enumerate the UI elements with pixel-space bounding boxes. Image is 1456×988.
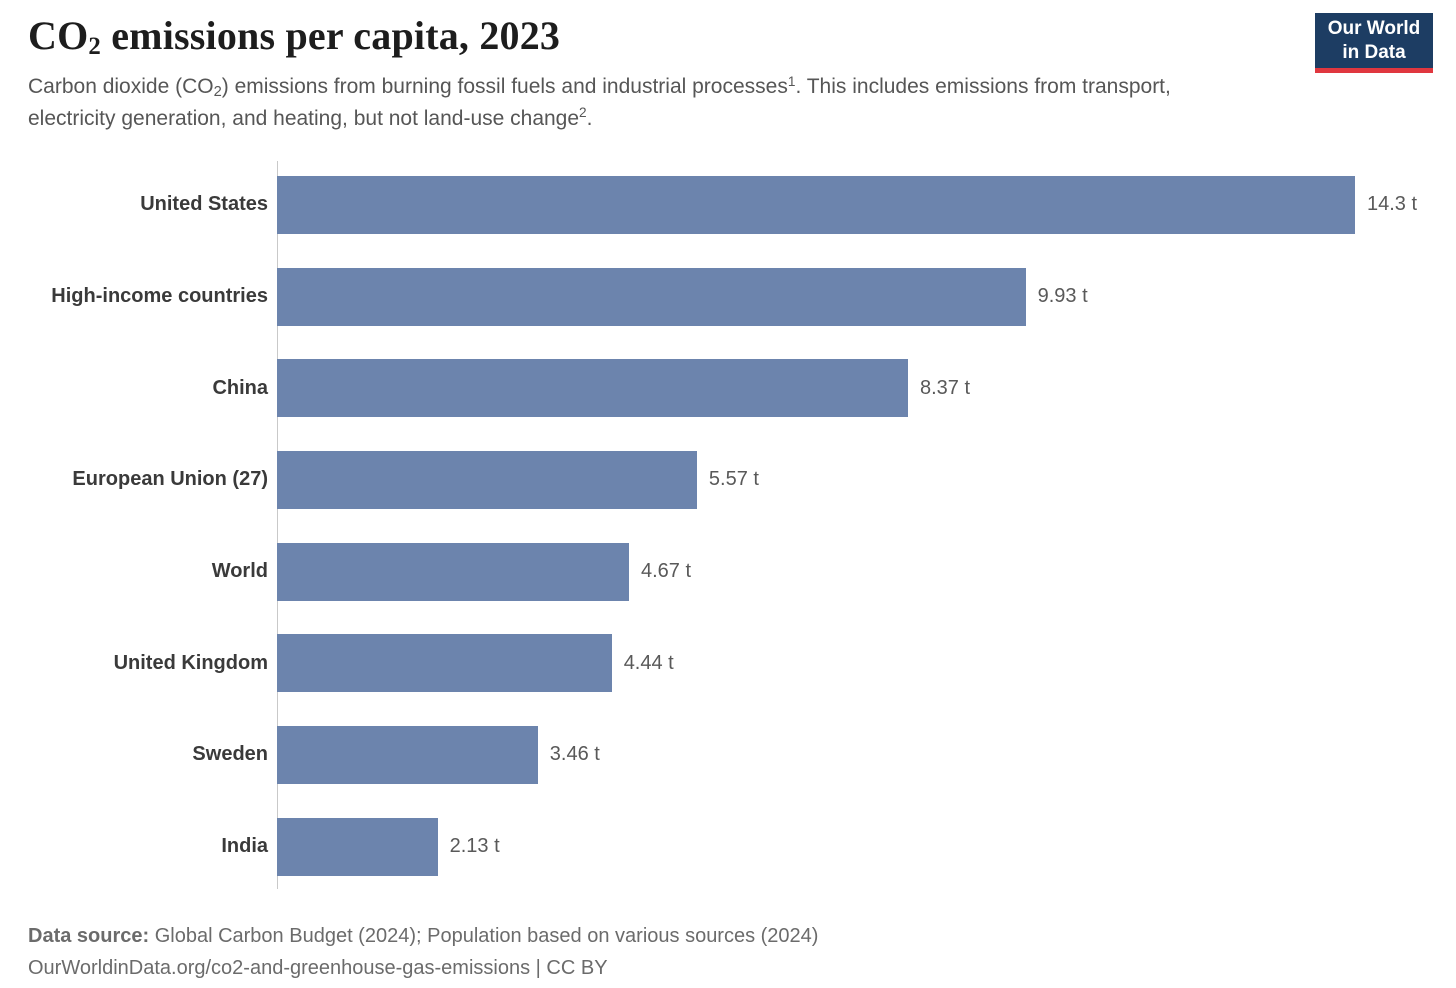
bar [277,725,538,784]
bar-track: 3.46 t [277,725,1428,784]
value-label: 8.37 t [920,376,971,399]
subtitle-text: . This includes emissions from transport… [28,75,1171,130]
chart-footer: Data source: Global Carbon Budget (2024)… [28,920,1428,985]
bar-track: 8.37 t [277,359,1428,418]
value-label: 4.67 t [641,560,692,583]
data-source-text: Global Carbon Budget (2024); Population … [149,924,819,947]
value-label: 4.44 t [623,651,674,674]
bar [277,267,1026,326]
separator: | [530,956,547,979]
page-title: CO2 emissions per capita, 2023 [28,0,1428,59]
subtitle-text: ) emissions from burning fossil fuels an… [221,75,788,98]
category-label: United Kingdom [113,651,268,674]
bar-track: 4.44 t [277,634,1428,693]
bar-track: 4.67 t [277,542,1428,601]
footnote-ref-1: 1 [787,73,796,89]
subtitle-text: . [586,106,593,130]
bar-track: 9.93 t [277,267,1428,326]
bar-row: China 8.37 t [28,342,1428,434]
title-rest: emissions per capita, 2023 [101,13,561,58]
bar [277,542,629,601]
bar-row: Sweden 3.46 t [28,709,1428,801]
bar [277,634,612,693]
bar-row: European Union (27) 5.57 t [28,434,1428,526]
footnote-ref-2: 2 [579,105,587,120]
subtitle-text: Carbon dioxide (CO [28,75,214,98]
logo-line2: in Data [1342,41,1406,63]
data-source-label: Data source: [28,924,150,947]
subtitle-subscript: 2 [213,83,222,100]
category-label: India [221,835,268,858]
value-label: 5.57 t [708,468,759,491]
category-label: Sweden [192,743,268,766]
bar-track: 14.3 t [277,175,1428,234]
title-subscript: 2 [88,33,102,61]
bar [277,817,438,876]
bar-chart: United States 14.3 t High-income countries… [28,159,1428,893]
y-axis-line [277,161,278,889]
category-label: World [211,560,268,583]
data-source-line: Data source: Global Carbon Budget (2024)… [28,920,1428,952]
title-prefix: CO [28,13,89,58]
value-label: 14.3 t [1367,193,1418,216]
value-label: 3.46 t [549,743,600,766]
owid-url: OurWorldinData.org/co2-and-greenhouse-ga… [28,956,531,979]
bar-row: World 4.67 t [28,526,1428,618]
bar-track: 2.13 t [277,817,1428,876]
bar-row: High-income countries 9.93 t [28,251,1428,343]
bar-row: United States 14.3 t [28,159,1428,251]
value-label: 2.13 t [449,835,500,858]
bar-row: India 2.13 t [28,801,1428,893]
bar [277,175,1355,234]
bar [277,359,908,418]
value-label: 9.93 t [1037,285,1088,308]
bar-row: United Kingdom 4.44 t [28,617,1428,709]
bar-track: 5.57 t [277,450,1428,509]
logo-line1: Our World [1327,18,1421,40]
license-label: CC BY [546,956,608,979]
category-label: European Union (27) [72,468,268,491]
category-label: China [212,376,268,399]
bar [277,450,697,509]
owid-logo: Our World in Data [1315,13,1433,73]
category-label: United States [140,193,268,216]
attribution-line: OurWorldinData.org/co2-and-greenhouse-ga… [28,952,1428,984]
category-label: High-income countries [51,285,268,308]
chart-subtitle: Carbon dioxide (CO2) emissions from burn… [28,71,1248,134]
